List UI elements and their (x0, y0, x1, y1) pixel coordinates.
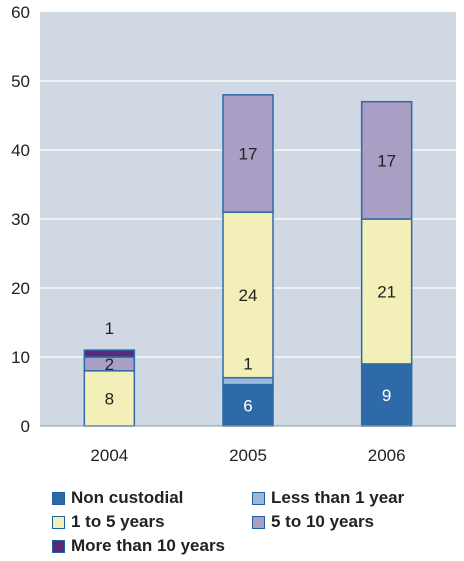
data-label: 1 (243, 355, 252, 374)
bar-segment (222, 94, 274, 213)
legend-label: Less than 1 year (271, 488, 405, 507)
data-label: 9 (382, 386, 391, 405)
legend-item-5-to-10-years: 5 to 10 years (252, 512, 452, 532)
bar-segment (222, 376, 274, 386)
legend-item-1-to-5-years: 1 to 5 years (52, 512, 252, 532)
bar-segment (360, 218, 413, 365)
legend-swatch (52, 515, 65, 529)
legend-label: 5 to 10 years (271, 512, 375, 531)
data-label: 17 (377, 151, 396, 170)
x-tick-label: 2006 (368, 446, 406, 465)
legend: Non custodial Less than 1 year 1 to 5 ye… (52, 488, 456, 556)
legend-swatch (252, 491, 265, 505)
y-tick-label: 40 (11, 141, 30, 160)
bar-segment (360, 363, 413, 427)
bar-segment (222, 211, 274, 379)
y-tick-label: 10 (11, 348, 30, 367)
bar-segment (83, 370, 136, 427)
data-label: 1 (105, 319, 114, 338)
legend-label: Non custodial (71, 488, 184, 507)
y-tick-label: 0 (21, 417, 30, 436)
data-label: 21 (377, 282, 396, 301)
x-tick-label: 2004 (90, 446, 128, 465)
data-label: 17 (239, 144, 258, 163)
legend-item-less-than-1-year: Less than 1 year (252, 488, 452, 508)
legend-item-non-custodial: Non custodial (52, 488, 252, 508)
y-tick-label: 30 (11, 210, 30, 229)
data-label: 6 (243, 396, 252, 415)
legend-label: 1 to 5 years (71, 512, 165, 531)
y-tick-label: 60 (11, 3, 30, 22)
x-axis: 2004 2005 2006 (40, 425, 456, 465)
legend-swatch (252, 515, 265, 529)
y-tick-label: 50 (11, 72, 30, 91)
legend-swatch (52, 539, 65, 553)
data-label: 24 (239, 286, 258, 305)
bars (83, 94, 413, 427)
legend-label: More than 10 years (71, 536, 226, 555)
x-tick-label: 2005 (229, 446, 267, 465)
y-tick-label: 20 (11, 279, 30, 298)
bar-segment (83, 349, 136, 358)
bar-segment (360, 100, 413, 220)
data-label: 8 (105, 389, 114, 408)
y-axis: 0 10 20 30 40 50 60 (11, 3, 30, 436)
legend-swatch (52, 491, 65, 505)
data-label: 2 (105, 355, 114, 374)
legend-item-more-than-10-years: More than 10 years (52, 536, 252, 556)
